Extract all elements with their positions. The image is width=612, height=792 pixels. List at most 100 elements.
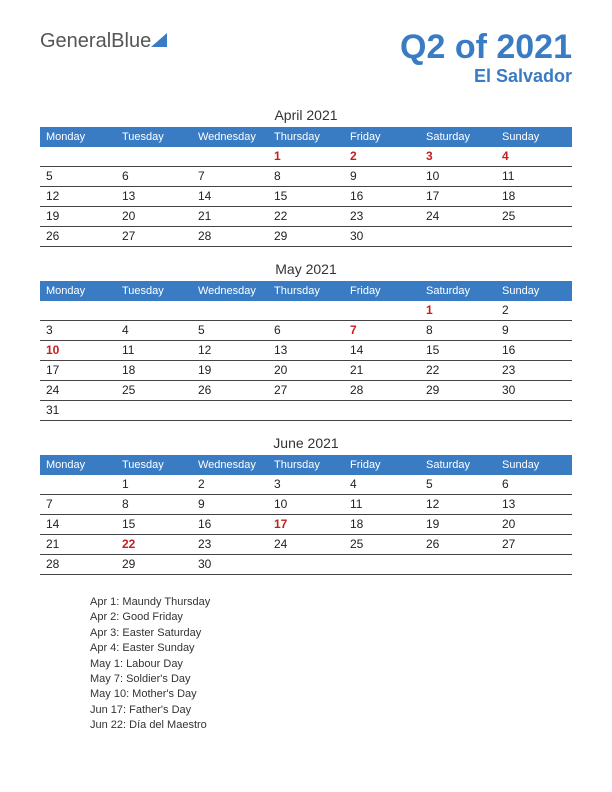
page-title: Q2 of 2021 bbox=[400, 30, 572, 64]
calendar-cell bbox=[420, 227, 496, 247]
calendar-cell: 18 bbox=[344, 515, 420, 535]
calendar-cell: 30 bbox=[496, 381, 572, 401]
holiday-item: May 10: Mother's Day bbox=[90, 687, 572, 702]
calendar-cell: 16 bbox=[496, 341, 572, 361]
calendar-table: MondayTuesdayWednesdayThursdayFridaySatu… bbox=[40, 127, 572, 247]
calendar-row: 1234 bbox=[40, 147, 572, 167]
calendar-month: June 2021 MondayTuesdayWednesdayThursdayF… bbox=[40, 435, 572, 575]
calendar-cell: 3 bbox=[40, 321, 116, 341]
calendar-cell: 6 bbox=[116, 167, 192, 187]
calendar-cell bbox=[268, 401, 344, 421]
calendar-cell: 18 bbox=[496, 187, 572, 207]
calendar-cell: 21 bbox=[192, 207, 268, 227]
calendar-cell bbox=[192, 301, 268, 321]
calendar-cell: 5 bbox=[40, 167, 116, 187]
calendar-cell: 1 bbox=[268, 147, 344, 167]
calendar-cell bbox=[344, 555, 420, 575]
calendar-cell: 30 bbox=[192, 555, 268, 575]
header: GeneralBlue Q2 of 2021 El Salvador bbox=[40, 30, 572, 87]
calendar-table: MondayTuesdayWednesdayThursdayFridaySatu… bbox=[40, 281, 572, 421]
calendar-cell: 2 bbox=[344, 147, 420, 167]
holiday-item: May 7: Soldier's Day bbox=[90, 672, 572, 687]
weekday-header: Sunday bbox=[496, 281, 572, 301]
calendar-cell: 7 bbox=[40, 495, 116, 515]
calendar-cell: 20 bbox=[116, 207, 192, 227]
weekday-header: Friday bbox=[344, 281, 420, 301]
weekday-header: Saturday bbox=[420, 281, 496, 301]
calendar-cell: 4 bbox=[116, 321, 192, 341]
weekday-header: Monday bbox=[40, 455, 116, 475]
calendar-cell: 16 bbox=[192, 515, 268, 535]
calendar-cell bbox=[344, 401, 420, 421]
calendar-table: MondayTuesdayWednesdayThursdayFridaySatu… bbox=[40, 455, 572, 575]
calendar-row: 123456 bbox=[40, 475, 572, 495]
calendar-cell: 7 bbox=[344, 321, 420, 341]
weekday-header: Wednesday bbox=[192, 455, 268, 475]
calendar-cell bbox=[116, 301, 192, 321]
calendar-cell bbox=[192, 401, 268, 421]
calendar-cell: 12 bbox=[192, 341, 268, 361]
calendar-cell: 9 bbox=[192, 495, 268, 515]
month-title: June 2021 bbox=[40, 435, 572, 451]
calendar-cell: 2 bbox=[496, 301, 572, 321]
weekday-header: Friday bbox=[344, 127, 420, 147]
calendar-cell: 3 bbox=[268, 475, 344, 495]
calendar-cell: 11 bbox=[496, 167, 572, 187]
calendar-cell: 15 bbox=[420, 341, 496, 361]
logo: GeneralBlue bbox=[40, 30, 167, 53]
calendar-cell: 11 bbox=[116, 341, 192, 361]
calendar-cell: 14 bbox=[344, 341, 420, 361]
calendar-cell: 15 bbox=[116, 515, 192, 535]
weekday-header: Tuesday bbox=[116, 127, 192, 147]
calendar-cell: 12 bbox=[40, 187, 116, 207]
calendar-cell: 1 bbox=[116, 475, 192, 495]
calendar-cell: 8 bbox=[268, 167, 344, 187]
calendar-cell: 29 bbox=[116, 555, 192, 575]
month-title: April 2021 bbox=[40, 107, 572, 123]
calendar-cell: 23 bbox=[192, 535, 268, 555]
calendar-cell: 20 bbox=[496, 515, 572, 535]
logo-triangle-icon bbox=[151, 33, 167, 47]
calendar-row: 14151617181920 bbox=[40, 515, 572, 535]
holiday-item: Apr 1: Maundy Thursday bbox=[90, 595, 572, 610]
calendar-cell bbox=[40, 147, 116, 167]
calendar-cell: 27 bbox=[268, 381, 344, 401]
calendar-cell: 24 bbox=[268, 535, 344, 555]
calendar-cell: 22 bbox=[116, 535, 192, 555]
calendar-cell: 14 bbox=[192, 187, 268, 207]
calendar-cell: 27 bbox=[116, 227, 192, 247]
calendar-cell: 19 bbox=[40, 207, 116, 227]
calendar-cell: 23 bbox=[344, 207, 420, 227]
logo-text-1: General bbox=[40, 30, 111, 52]
calendar-cell: 26 bbox=[420, 535, 496, 555]
calendar-cell: 13 bbox=[116, 187, 192, 207]
holiday-item: Apr 3: Easter Saturday bbox=[90, 626, 572, 641]
weekday-header: Wednesday bbox=[192, 281, 268, 301]
calendar-cell: 17 bbox=[268, 515, 344, 535]
calendar-month: May 2021MondayTuesdayWednesdayThursdayFr… bbox=[40, 261, 572, 421]
holiday-item: Jun 17: Father's Day bbox=[90, 703, 572, 718]
calendar-cell: 15 bbox=[268, 187, 344, 207]
calendar-cell: 30 bbox=[344, 227, 420, 247]
calendar-cell: 25 bbox=[116, 381, 192, 401]
calendar-row: 19202122232425 bbox=[40, 207, 572, 227]
calendar-cell: 21 bbox=[40, 535, 116, 555]
calendar-row: 17181920212223 bbox=[40, 361, 572, 381]
calendar-row: 282930 bbox=[40, 555, 572, 575]
calendar-cell: 9 bbox=[344, 167, 420, 187]
calendar-cell: 21 bbox=[344, 361, 420, 381]
calendar-cell: 24 bbox=[40, 381, 116, 401]
calendar-cell: 27 bbox=[496, 535, 572, 555]
calendar-cell: 25 bbox=[344, 535, 420, 555]
calendar-row: 31 bbox=[40, 401, 572, 421]
calendar-cell: 4 bbox=[496, 147, 572, 167]
calendar-cell: 25 bbox=[496, 207, 572, 227]
calendar-row: 10111213141516 bbox=[40, 341, 572, 361]
calendar-cell: 22 bbox=[268, 207, 344, 227]
weekday-header: Saturday bbox=[420, 455, 496, 475]
calendar-row: 78910111213 bbox=[40, 495, 572, 515]
calendar-cell: 5 bbox=[420, 475, 496, 495]
title-block: Q2 of 2021 El Salvador bbox=[400, 30, 572, 87]
calendar-cell: 5 bbox=[192, 321, 268, 341]
calendar-row: 24252627282930 bbox=[40, 381, 572, 401]
